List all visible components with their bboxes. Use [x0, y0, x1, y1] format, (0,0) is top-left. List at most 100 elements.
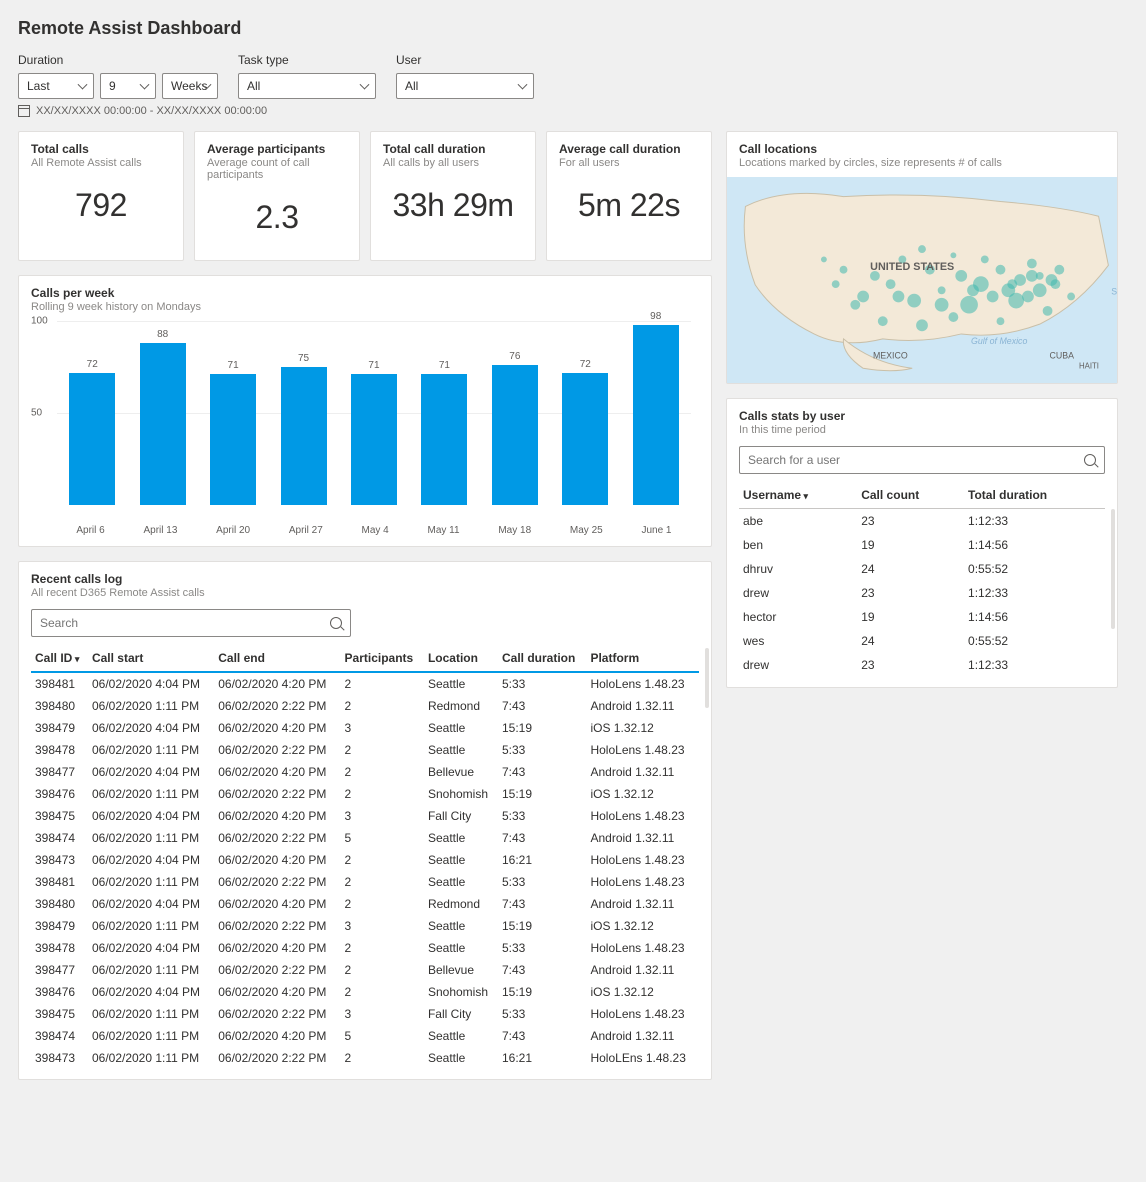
log-search[interactable] — [31, 609, 351, 637]
bar: 71 — [210, 374, 256, 505]
table-row[interactable]: 39847606/02/2020 4:04 PM06/02/2020 4:20 … — [31, 981, 699, 1003]
kpi-card: Total call duration All calls by all use… — [370, 131, 536, 261]
log-title: Recent calls log — [31, 572, 699, 586]
bar: 71 — [351, 374, 397, 505]
table-row[interactable]: drew231:12:33 — [739, 581, 1105, 605]
kpi-title: Total calls — [31, 142, 171, 156]
page-title: Remote Assist Dashboard — [18, 18, 1128, 39]
table-row[interactable]: 39848106/02/2020 4:04 PM06/02/2020 4:20 … — [31, 672, 699, 695]
table-row[interactable]: 39848006/02/2020 4:04 PM06/02/2020 4:20 … — [31, 893, 699, 915]
kpi-value: 792 — [31, 187, 171, 224]
task-select[interactable]: All — [238, 73, 376, 99]
svg-text:UNITED STATES: UNITED STATES — [870, 261, 954, 273]
chart-sub: Rolling 9 week history on Mondays — [31, 301, 699, 313]
column-header[interactable]: Location — [424, 645, 498, 672]
table-row[interactable]: 39847306/02/2020 4:04 PM06/02/2020 4:20 … — [31, 849, 699, 871]
table-row[interactable]: 39847306/02/2020 1:11 PM06/02/2020 2:22 … — [31, 1047, 699, 1069]
table-row[interactable]: 39848006/02/2020 1:11 PM06/02/2020 2:22 … — [31, 695, 699, 717]
column-header[interactable]: Platform — [586, 645, 699, 672]
table-row[interactable]: 39847906/02/2020 1:11 PM06/02/2020 2:22 … — [31, 915, 699, 937]
svg-text:MEXICO: MEXICO — [873, 350, 908, 360]
scrollbar[interactable] — [1111, 509, 1115, 629]
svg-text:HAITI: HAITI — [1079, 361, 1099, 370]
user-stats-sub: In this time period — [739, 424, 1105, 436]
recent-calls-table: Call IDCall startCall endParticipantsLoc… — [31, 645, 699, 1069]
bar: 72 — [69, 373, 115, 505]
column-header[interactable]: Call end — [214, 645, 340, 672]
bar: 72 — [562, 373, 608, 505]
table-row[interactable]: dhruv240:55:52 — [739, 557, 1105, 581]
table-row[interactable]: ben191:14:56 — [739, 533, 1105, 557]
table-row[interactable]: 39847806/02/2020 4:04 PM06/02/2020 4:20 … — [31, 937, 699, 959]
duration-unit-select[interactable]: Weeks — [162, 73, 218, 99]
column-header[interactable]: Call start — [88, 645, 214, 672]
user-search[interactable] — [739, 446, 1105, 474]
log-search-input[interactable] — [40, 616, 330, 630]
right-column: Call locations Locations marked by circl… — [726, 131, 1118, 688]
scrollbar[interactable] — [705, 648, 709, 708]
kpi-sub: All calls by all users — [383, 157, 523, 169]
call-locations-card: Call locations Locations marked by circl… — [726, 131, 1118, 384]
kpi-value: 33h 29m — [383, 187, 523, 224]
map-title: Call locations — [739, 142, 1105, 156]
user-stats-table: UsernameCall countTotal duration abe231:… — [739, 482, 1105, 677]
column-header[interactable]: Total duration — [964, 482, 1105, 509]
table-row[interactable]: 39848106/02/2020 1:11 PM06/02/2020 2:22 … — [31, 871, 699, 893]
bar: 88 — [140, 343, 186, 505]
table-row[interactable]: 39847406/02/2020 1:11 PM06/02/2020 2:22 … — [31, 827, 699, 849]
bar: 75 — [281, 367, 327, 505]
kpi-sub: For all users — [559, 157, 699, 169]
user-label: User — [396, 53, 534, 67]
table-row[interactable]: 39847506/02/2020 1:11 PM06/02/2020 2:22 … — [31, 1003, 699, 1025]
map-image: UNITED STATES MEXICO CUBA HAITI Gulf of … — [727, 177, 1117, 383]
kpi-card: Total calls All Remote Assist calls 792 — [18, 131, 184, 261]
bar: 76 — [492, 365, 538, 505]
duration-mode-select[interactable]: Last — [18, 73, 94, 99]
svg-text:Sa: Sa — [1111, 287, 1117, 297]
table-row[interactable]: wes240:55:52 — [739, 629, 1105, 653]
kpi-card: Average call duration For all users 5m 2… — [546, 131, 712, 261]
table-row[interactable]: hector191:14:56 — [739, 605, 1105, 629]
calendar-icon — [18, 105, 30, 117]
svg-text:Gulf of Mexico: Gulf of Mexico — [971, 336, 1027, 346]
recent-calls-card: Recent calls log All recent D365 Remote … — [18, 561, 712, 1080]
kpi-title: Average participants — [207, 142, 347, 156]
duration-filter: Duration Last 9 Weeks — [18, 53, 218, 99]
svg-text:CUBA: CUBA — [1050, 350, 1075, 360]
chart-title: Calls per week — [31, 286, 699, 300]
log-sub: All recent D365 Remote Assist calls — [31, 587, 699, 599]
table-row[interactable]: 39847606/02/2020 1:11 PM06/02/2020 2:22 … — [31, 783, 699, 805]
kpi-sub: All Remote Assist calls — [31, 157, 171, 169]
table-row[interactable]: 39847506/02/2020 4:04 PM06/02/2020 4:20 … — [31, 805, 699, 827]
user-stats-card: Calls stats by user In this time period … — [726, 398, 1118, 688]
column-header[interactable]: Call count — [857, 482, 964, 509]
column-header[interactable]: Call duration — [498, 645, 586, 672]
table-row[interactable]: 39847406/02/2020 1:11 PM06/02/2020 4:20 … — [31, 1025, 699, 1047]
kpi-title: Average call duration — [559, 142, 699, 156]
table-row[interactable]: abe231:12:33 — [739, 509, 1105, 534]
table-row[interactable]: 39847906/02/2020 4:04 PM06/02/2020 4:20 … — [31, 717, 699, 739]
table-row[interactable]: 39847706/02/2020 1:11 PM06/02/2020 2:22 … — [31, 959, 699, 981]
date-range-text: XX/XX/XXXX 00:00:00 - XX/XX/XXXX 00:00:0… — [36, 105, 267, 117]
duration-label: Duration — [18, 53, 218, 67]
duration-count-select[interactable]: 9 — [100, 73, 156, 99]
user-filter: User All — [396, 53, 534, 99]
user-stats-title: Calls stats by user — [739, 409, 1105, 423]
kpi-value: 5m 22s — [559, 187, 699, 224]
kpi-sub: Average count of call participants — [207, 157, 347, 181]
column-header[interactable]: Call ID — [31, 645, 88, 672]
column-header[interactable]: Username — [739, 482, 857, 509]
calls-per-week-card: Calls per week Rolling 9 week history on… — [18, 275, 712, 547]
search-icon — [1084, 454, 1096, 466]
column-header[interactable]: Participants — [341, 645, 424, 672]
bar: 71 — [421, 374, 467, 505]
table-row[interactable]: drew231:12:33 — [739, 653, 1105, 677]
left-column: Total calls All Remote Assist calls 792A… — [18, 131, 712, 1080]
table-row[interactable]: 39847806/02/2020 1:11 PM06/02/2020 2:22 … — [31, 739, 699, 761]
map-sub: Locations marked by circles, size repres… — [739, 157, 1105, 169]
user-select[interactable]: All — [396, 73, 534, 99]
task-label: Task type — [238, 53, 376, 67]
kpi-title: Total call duration — [383, 142, 523, 156]
table-row[interactable]: 39847706/02/2020 4:04 PM06/02/2020 4:20 … — [31, 761, 699, 783]
user-search-input[interactable] — [748, 453, 1084, 467]
